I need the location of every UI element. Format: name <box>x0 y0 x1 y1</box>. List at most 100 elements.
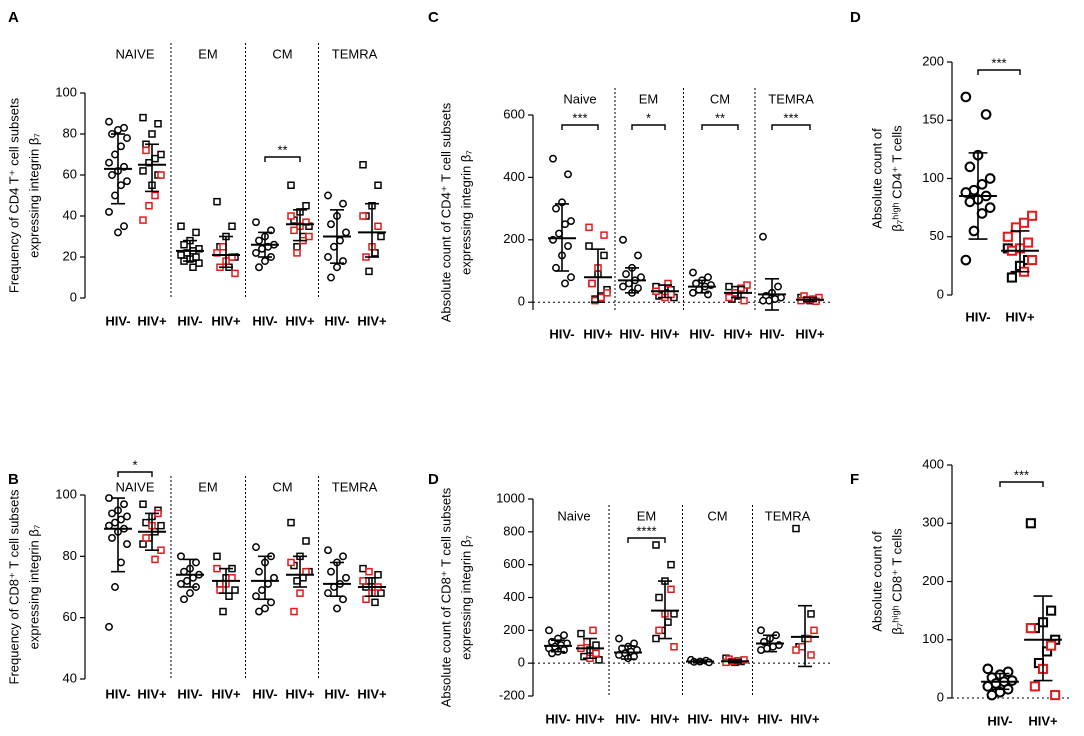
data-point <box>359 212 367 220</box>
data-point <box>324 589 332 598</box>
y-tick-label: 200 <box>922 573 944 588</box>
data-point <box>324 191 332 200</box>
data-point <box>740 296 748 305</box>
y-axis-label: Absolute count of <box>869 531 884 632</box>
data-point <box>374 222 382 230</box>
data-point <box>377 589 385 597</box>
data-point <box>655 626 663 635</box>
data-point <box>177 579 185 588</box>
data-point <box>293 577 301 585</box>
x-tick-label: HIV+ <box>650 711 680 726</box>
data-point <box>552 204 560 213</box>
data-point <box>157 171 165 179</box>
y-axis-label: expressing integrin β₇ <box>26 133 41 258</box>
data-point <box>151 555 159 564</box>
data-point <box>810 626 818 635</box>
data-point <box>123 177 131 186</box>
data-point <box>142 146 150 155</box>
data-point <box>619 235 627 244</box>
x-tick-label: HIV- <box>252 313 277 328</box>
data-point <box>293 249 301 257</box>
data-point <box>689 268 697 277</box>
data-point <box>139 167 147 175</box>
y-axis-label: Absolute count of CD8⁺ T cell subsets <box>438 487 453 707</box>
data-point <box>192 558 200 567</box>
data-point <box>255 607 263 616</box>
data-point <box>180 595 188 604</box>
subset-header: TEMRA <box>332 46 378 61</box>
y-tick-label: 80 <box>63 125 77 140</box>
data-point <box>148 130 156 138</box>
x-tick-label: HIV+ <box>795 326 825 341</box>
data-point <box>564 242 572 250</box>
x-tick-label: HIV+ <box>357 686 387 701</box>
significance-bracket <box>999 481 1044 487</box>
data-point <box>592 641 600 649</box>
data-point <box>139 500 147 508</box>
data-point <box>670 610 678 618</box>
data-point <box>652 541 660 549</box>
data-point <box>597 293 605 302</box>
y-tick-label: 200 <box>503 231 525 246</box>
x-tick-label: HIV- <box>757 711 782 726</box>
data-point <box>807 651 815 659</box>
data-point <box>105 207 113 216</box>
y-tick-label: 400 <box>922 456 944 471</box>
x-tick-label: HIV- <box>324 686 349 701</box>
x-tick-label: HIV- <box>987 713 1012 728</box>
data-point <box>1050 690 1061 701</box>
x-tick-label: HIV+ <box>137 313 167 328</box>
significance-label: ** <box>277 142 287 157</box>
significance-label: *** <box>783 110 798 125</box>
data-point <box>552 263 560 272</box>
data-point <box>290 607 298 616</box>
data-point <box>255 263 263 272</box>
data-point <box>177 552 185 561</box>
panel-letter: C <box>428 9 439 26</box>
data-point <box>976 208 988 219</box>
data-point <box>108 171 116 179</box>
data-point <box>567 273 575 282</box>
data-point <box>327 567 335 576</box>
y-axis-label: expressing integrin β₇ <box>458 535 473 660</box>
x-tick-label: HIV- <box>177 686 202 701</box>
significance-label: *** <box>1014 467 1029 482</box>
data-point <box>371 598 379 607</box>
data-point <box>667 290 675 299</box>
data-point <box>324 546 332 555</box>
data-point <box>359 564 367 573</box>
data-point <box>231 269 239 278</box>
data-point <box>585 223 593 232</box>
data-point <box>374 570 382 579</box>
significance-label: * <box>646 110 651 125</box>
data-point <box>1018 217 1030 228</box>
data-point <box>792 646 800 654</box>
data-point <box>588 279 596 288</box>
subset-header: EM <box>639 91 659 106</box>
data-point <box>976 178 988 190</box>
y-tick-label: 20 <box>63 248 77 263</box>
data-point <box>114 228 122 237</box>
data-point <box>365 567 373 576</box>
subset-header: CM <box>272 46 292 61</box>
data-point <box>371 249 379 257</box>
data-point <box>549 154 557 163</box>
data-point <box>105 622 113 631</box>
data-point <box>195 259 203 267</box>
data-point <box>774 282 782 291</box>
data-point <box>139 540 147 548</box>
data-point <box>798 643 806 651</box>
data-point <box>655 593 663 602</box>
x-tick-label: HIV+ <box>583 326 613 341</box>
data-point <box>545 626 553 635</box>
data-point <box>960 91 972 103</box>
data-point <box>192 228 200 237</box>
data-point <box>225 592 233 600</box>
subset-header: TEMRA <box>765 508 811 523</box>
panel-letter: A <box>8 9 19 26</box>
y-tick-label: 50 <box>930 228 944 243</box>
significance-label: **** <box>636 523 656 538</box>
subset-header: Naive <box>563 91 596 106</box>
y-axis-label: Frequency of CD8⁺ T cell subsets <box>6 489 21 684</box>
data-point <box>968 225 980 237</box>
